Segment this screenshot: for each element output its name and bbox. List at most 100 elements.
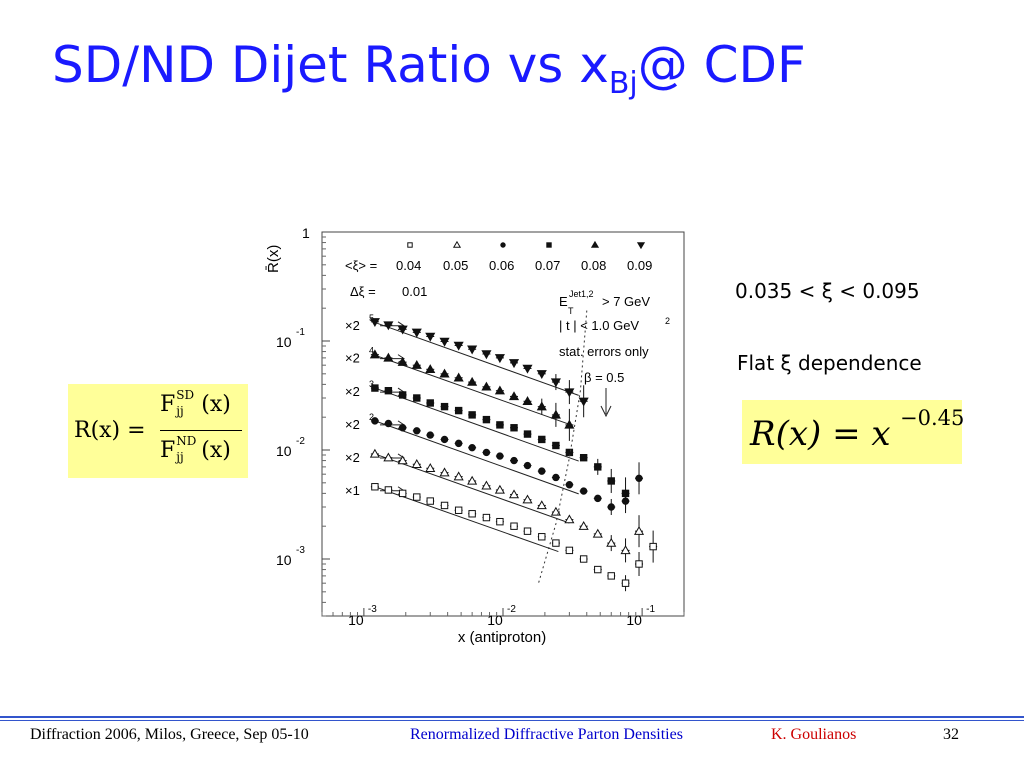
series-label: ×2 xyxy=(345,318,360,333)
t-cut-exponent: 2 xyxy=(665,316,670,326)
series-label: ×2 xyxy=(345,351,360,366)
marker-filled-circle xyxy=(635,474,643,483)
marker-open-square xyxy=(510,522,518,530)
marker-open-square xyxy=(371,483,379,491)
ratio-lhs: R(x) = xyxy=(74,418,146,443)
x-tick-exponent: -3 xyxy=(368,604,377,615)
marker-filled-down-triangle xyxy=(467,345,478,355)
marker-open-square xyxy=(649,542,657,551)
marker-filled-circle xyxy=(579,487,588,495)
y-tick-label: 10 xyxy=(276,443,292,459)
marker-open-triangle xyxy=(620,545,631,555)
footer-author: K. Goulianos xyxy=(771,726,857,743)
marker-filled-down-triangle xyxy=(494,354,505,364)
title-main: SD/ND Dijet Ratio vs x xyxy=(52,36,609,94)
series-group: ×1 xyxy=(345,483,658,592)
fit-line xyxy=(374,486,559,553)
et-symbol: E xyxy=(559,294,568,309)
series-group: ×2 5 xyxy=(345,313,589,418)
fit-line xyxy=(374,321,579,396)
marker-filled-square xyxy=(546,242,552,248)
marker-filled-triangle xyxy=(467,376,478,386)
legend-xi-value: 0.04 xyxy=(396,258,421,273)
marker-open-square xyxy=(621,579,630,587)
marker-filled-triangle xyxy=(564,419,575,429)
marker-filled-circle xyxy=(384,419,393,428)
marker-open-triangle xyxy=(481,480,492,490)
x-axis-label: x (antiproton) xyxy=(458,629,546,646)
marker-filled-down-triangle xyxy=(369,318,380,328)
marker-filled-triangle xyxy=(453,372,464,382)
ratio-plot: R̄(x) x (antiproton) 1 10 -1 10 -2 10 -3 10 -3 1… xyxy=(265,225,685,646)
power-law-box: R(x) = x −0.45 xyxy=(742,400,965,464)
x-tick-exponent: -1 xyxy=(646,604,655,615)
beta-label: β = 0.5 xyxy=(584,370,624,385)
marker-filled-circle xyxy=(468,443,476,452)
title-subscript: Bj xyxy=(608,66,638,101)
y-tick-exponent: -2 xyxy=(296,436,305,447)
marker-filled-triangle xyxy=(550,409,561,419)
marker-filled-square xyxy=(523,430,532,438)
delta-xi-value: 0.01 xyxy=(402,284,427,299)
marker-open-square xyxy=(523,527,532,535)
marker-open-triangle xyxy=(564,514,575,524)
marker-filled-down-triangle xyxy=(425,332,436,342)
marker-filled-square xyxy=(426,399,434,407)
marker-open-triangle xyxy=(383,452,394,462)
marker-filled-triangle xyxy=(494,385,505,395)
marker-filled-down-triangle xyxy=(397,325,408,335)
marker-open-square xyxy=(468,510,476,518)
marker-filled-triangle xyxy=(536,401,547,411)
marker-open-square xyxy=(398,489,407,498)
marker-filled-down-triangle xyxy=(564,388,575,398)
flat-xi-note: Flat ξ dependence xyxy=(737,351,922,375)
series-group: ×2 4 xyxy=(345,346,575,441)
marker-open-triangle xyxy=(633,525,645,535)
xi-label: <ξ> = xyxy=(345,258,377,273)
marker-open-triangle xyxy=(592,528,603,538)
marker-open-square xyxy=(384,486,393,494)
marker-filled-square xyxy=(482,415,491,424)
et-superscript: Jet1,2 xyxy=(569,289,594,299)
footer-rule-thin xyxy=(0,720,1024,721)
marker-filled-square xyxy=(510,424,518,432)
marker-filled-down-triangle xyxy=(383,321,394,331)
marker-filled-down-triangle xyxy=(536,370,547,380)
footer-conference: Diffraction 2006, Milos, Greece, Sep 05-… xyxy=(30,726,309,743)
fit-line xyxy=(374,387,579,462)
y-tick-label: 1 xyxy=(302,225,310,241)
x-tick-label: 10 xyxy=(487,612,503,628)
marker-filled-square xyxy=(538,435,546,444)
title-tail: @ CDF xyxy=(637,36,806,94)
marker-filled-circle xyxy=(398,424,407,432)
marker-filled-square xyxy=(384,386,393,395)
marker-open-triangle xyxy=(411,459,422,468)
beta-arrow xyxy=(600,388,612,418)
marker-filled-square xyxy=(594,463,602,471)
slide-title: SD/ND Dijet Ratio vs xBj@ CDF xyxy=(52,36,806,101)
marker-open-triangle xyxy=(425,463,436,472)
marker-open-triangle xyxy=(606,537,617,547)
marker-filled-circle xyxy=(565,481,574,489)
marker-filled-square xyxy=(496,421,504,429)
marker-filled-triangle xyxy=(590,240,600,248)
marker-filled-circle xyxy=(371,417,379,425)
marker-open-triangle xyxy=(494,484,505,494)
marker-open-triangle xyxy=(439,467,450,477)
legend-xi-value: 0.09 xyxy=(627,258,652,273)
marker-open-square xyxy=(607,572,615,580)
power-law-exponent: −0.45 xyxy=(900,406,965,430)
fit-line xyxy=(374,354,570,425)
marker-filled-circle xyxy=(594,494,602,503)
marker-open-square xyxy=(496,517,504,526)
marker-open-square xyxy=(552,539,560,547)
marker-open-square xyxy=(413,493,421,501)
marker-filled-square xyxy=(454,406,463,415)
marker-filled-circle xyxy=(482,448,491,457)
series-label: ×2 xyxy=(345,417,360,432)
legend-xi-value: 0.06 xyxy=(489,258,514,273)
x-tick-label: 10 xyxy=(626,612,642,628)
marker-open-square xyxy=(565,546,574,555)
marker-filled-square xyxy=(468,411,476,419)
series-label: ×2 xyxy=(345,384,360,399)
